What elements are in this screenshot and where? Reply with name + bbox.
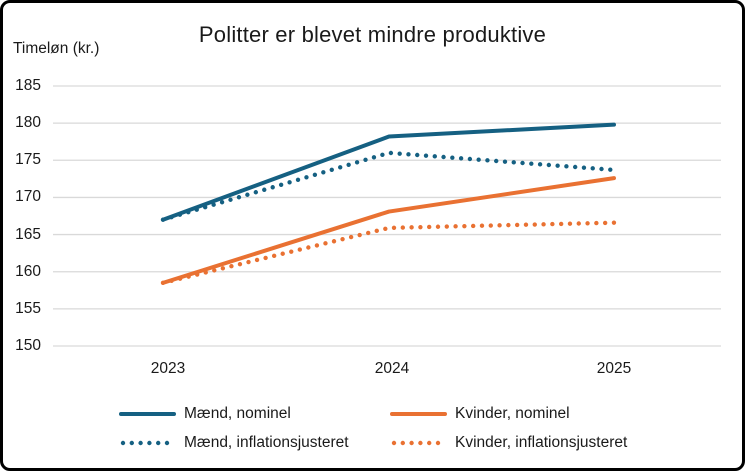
series-line-maend-inflationsjusteret	[160, 150, 617, 222]
series-line-kvinder-inflationsjusteret	[160, 220, 617, 286]
legend-swatch-dotted-blue	[120, 440, 175, 446]
legend-label: Kvinder, inflationsjusteret	[455, 434, 628, 451]
y-tick-label: 150	[15, 337, 41, 354]
legend-label: Kvinder, nominel	[455, 405, 570, 422]
legend-label: Mænd, nominel	[184, 405, 291, 422]
legend-label: Mænd, inflationsjusteret	[184, 434, 349, 451]
x-tick-label: 2024	[374, 360, 410, 377]
legend-item-maend-inflationsjusteret: Mænd, inflationsjusteret	[119, 434, 349, 452]
legend-item-maend-nominel: Mænd, nominel	[119, 405, 291, 423]
legend-item-kvinder-nominel: Kvinder, nominel	[390, 405, 570, 423]
legend-swatch-solid-blue	[119, 412, 176, 416]
y-tick-label: 185	[15, 77, 41, 94]
legend-swatch-solid-orange	[390, 412, 447, 416]
y-tick-label: 180	[15, 114, 41, 131]
x-tick-label: 2025	[596, 360, 632, 377]
y-tick-label: 170	[15, 188, 41, 205]
series-line-maend-nominel	[161, 122, 616, 222]
legend-item-kvinder-inflationsjusteret: Kvinder, inflationsjusteret	[390, 434, 627, 452]
plot-area	[53, 85, 721, 347]
legend-swatch-dotted-orange	[391, 440, 446, 446]
y-tick-label: 175	[15, 151, 41, 168]
series-line-kvinder-nominel	[161, 176, 616, 285]
x-tick-label: 2023	[150, 360, 186, 377]
y-axis-label: Timeløn (kr.)	[13, 40, 100, 57]
chart-title: Politter er blevet mindre produktive	[198, 22, 547, 47]
y-tick-label: 155	[15, 300, 41, 317]
y-tick-label: 165	[15, 226, 41, 243]
y-tick-label: 160	[15, 263, 41, 280]
